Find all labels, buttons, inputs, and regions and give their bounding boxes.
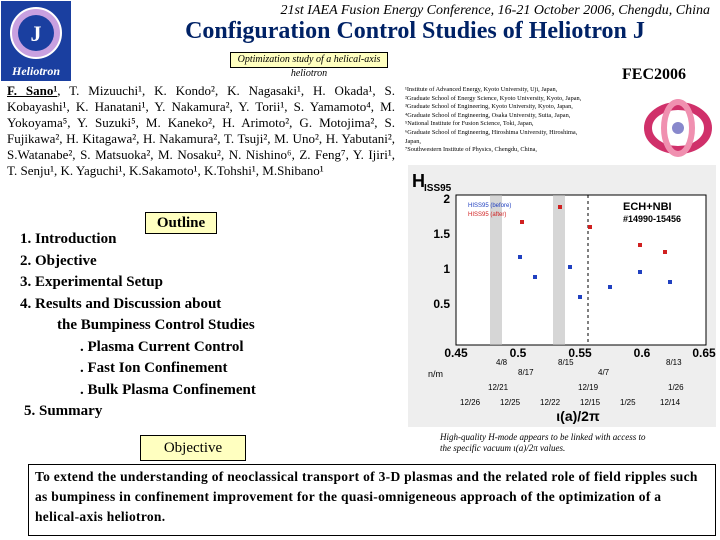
x-tick-label: 0.6 <box>634 346 651 360</box>
coil <box>661 99 695 157</box>
outline-item: 2. Objective <box>20 252 97 269</box>
y-tick-label: 0.5 <box>433 297 450 311</box>
x-tick-label: 0.45 <box>444 346 468 360</box>
date: 1/26 <box>668 383 684 392</box>
affiliation: ⁶Graduate School of Engineering, Hiroshi… <box>405 128 578 136</box>
figure-info: ECH+NBI <box>623 201 672 213</box>
affiliation: ¹Institute of Advanced Energy, Kyoto Uni… <box>405 86 558 93</box>
logo-name: Heliotron <box>11 64 60 78</box>
nm-value: 8/15 <box>558 358 574 367</box>
author-list: , T. Mizuuchi¹, K. Kondo², K. Nagasaki¹,… <box>7 83 395 178</box>
affiliation: ⁷Southwestern Institute of Physics, Chen… <box>405 146 537 154</box>
figure-caption: High-quality H-mode appears to be linked… <box>440 432 646 453</box>
coil-image <box>644 99 712 157</box>
date: 12/15 <box>580 398 601 407</box>
authors: F. Sano¹, T. Mizuuchi¹, K. Kondo², K. Na… <box>7 83 395 179</box>
affiliations: ¹Institute of Advanced Energy, Kyoto Uni… <box>405 86 581 155</box>
subtitle: Optimization study of a helical-axis hel… <box>230 52 388 79</box>
presenter: F. Sano¹ <box>7 83 58 98</box>
points-before <box>518 255 672 299</box>
coil <box>672 122 684 134</box>
conference: 21st IAEA Fusion Energy Conference, 16-2… <box>280 3 710 18</box>
outline-item: the Bumpiness Control Studies <box>57 317 255 333</box>
legend-entry: HISS95 (after) <box>468 212 506 218</box>
band <box>490 195 502 345</box>
date: 1/25 <box>620 398 636 407</box>
title: Configuration Control Studies of Heliotr… <box>185 18 645 44</box>
nm-value: 8/13 <box>666 358 682 367</box>
nm-label: n/m <box>428 369 443 379</box>
date: 12/21 <box>488 383 509 392</box>
band <box>553 195 565 345</box>
legend-entry: HISS95 (before) <box>468 203 511 209</box>
coil <box>644 102 712 154</box>
objective-heading: Objective <box>140 435 246 461</box>
date: 12/19 <box>578 383 599 392</box>
date: 12/25 <box>500 398 521 407</box>
affiliation: Japan, <box>405 137 421 145</box>
outline-item: . Bulk Plasma Confinement <box>80 381 256 398</box>
x-tick-label: 0.65 <box>692 346 716 360</box>
nm-value: 4/7 <box>598 368 610 377</box>
logo-letter: J <box>31 21 42 46</box>
outline-item: . Plasma Current Control <box>80 338 244 355</box>
nm-value: 4/8 <box>496 358 508 367</box>
y-tick-label: 1.5 <box>433 227 450 241</box>
objective-text: To extend the understanding of neoclassi… <box>28 464 716 536</box>
affiliation: ³Graduate School of Engineering, Kyoto U… <box>405 103 573 111</box>
outline-item: 5. Summary <box>24 403 103 419</box>
figure: H ISS95 ECH+NBI#14990-15456 HISS95 (befor… <box>408 165 716 427</box>
nm-value: 8/17 <box>518 368 534 377</box>
x-axis-label: ι(a)/2π <box>556 408 600 424</box>
logo: J Heliotron <box>1 1 71 81</box>
x-tick-label: 0.5 <box>510 346 527 360</box>
outline-heading: Outline <box>145 212 217 234</box>
x-tick-label: 0.55 <box>568 346 592 360</box>
ylabel: H <box>412 171 425 191</box>
affiliation: ⁵National Institute for Fusion Science, … <box>405 120 534 128</box>
points-after <box>520 205 667 254</box>
y-tick-label: 1 <box>443 262 450 276</box>
date: 12/26 <box>460 398 481 407</box>
affiliation: ²Graduate School of Energy Science, Kyot… <box>405 94 582 102</box>
ylabel-sub: ISS95 <box>424 183 452 194</box>
y-tick-label: 2 <box>443 192 450 206</box>
outline: 1. Introduction 2. Objective 3. Experiment… <box>20 229 256 423</box>
date: 12/14 <box>660 398 681 407</box>
date: 12/22 <box>540 398 561 407</box>
affiliation: ⁴Graduate School of Engineering, Osaka U… <box>405 111 571 119</box>
outline-item: 1. Introduction <box>20 231 117 247</box>
outline-item: 3. Experimental Setup <box>20 274 163 290</box>
tag: FEC2006 <box>622 66 686 83</box>
outline-item: 4. Results and Discussion about <box>20 295 222 312</box>
logo-core <box>18 15 54 51</box>
figure-info: #14990-15456 <box>623 214 681 224</box>
outline-item: . Fast Ion Confinement <box>80 360 228 376</box>
